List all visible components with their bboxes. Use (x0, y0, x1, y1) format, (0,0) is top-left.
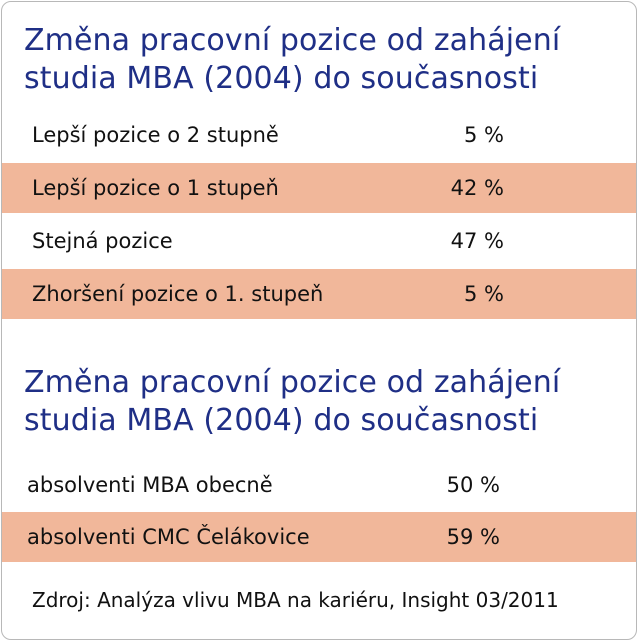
row-value: 5 % (464, 282, 504, 306)
table-row: Lepší pozice o 2 stupně 5 % (2, 110, 636, 160)
row-label: Zhoršení pozice o 1. stupeň (32, 282, 324, 306)
row-label: Lepší pozice o 2 stupně (32, 123, 279, 147)
source-note: Zdroj: Analýza vlivu MBA na kariéru, Ins… (32, 588, 559, 612)
table-row: Zhoršení pozice o 1. stupeň 5 % (2, 269, 636, 319)
table-row: Lepší pozice o 1 stupeň 42 % (2, 163, 636, 213)
table-row: absolventi MBA obecně 50 % (2, 460, 636, 510)
table-row: Stejná pozice 47 % (2, 216, 636, 266)
table-2-title: Změna pracovní pozice od zahájení studia… (24, 364, 624, 440)
row-value: 47 % (450, 229, 504, 253)
row-value: 5 % (464, 123, 504, 147)
row-label: Lepší pozice o 1 stupeň (32, 176, 279, 200)
row-value: 59 % (446, 525, 500, 549)
table-1-title-line-2: studia MBA (2004) do současnosti (24, 61, 539, 96)
table-row: absolventi CMC Čelákovice 59 % (2, 512, 636, 562)
row-value: 50 % (446, 473, 500, 497)
table-1-title: Změna pracovní pozice od zahájení studia… (24, 22, 624, 98)
row-label: absolventi CMC Čelákovice (27, 525, 310, 549)
table-2-title-line-2: studia MBA (2004) do současnosti (24, 403, 539, 438)
row-label: absolventi MBA obecně (27, 473, 273, 497)
table-2-title-line-1: Změna pracovní pozice od zahájení (24, 365, 561, 400)
table-1-title-line-1: Změna pracovní pozice od zahájení (24, 23, 561, 58)
row-value: 42 % (450, 176, 504, 200)
row-label: Stejná pozice (32, 229, 173, 253)
